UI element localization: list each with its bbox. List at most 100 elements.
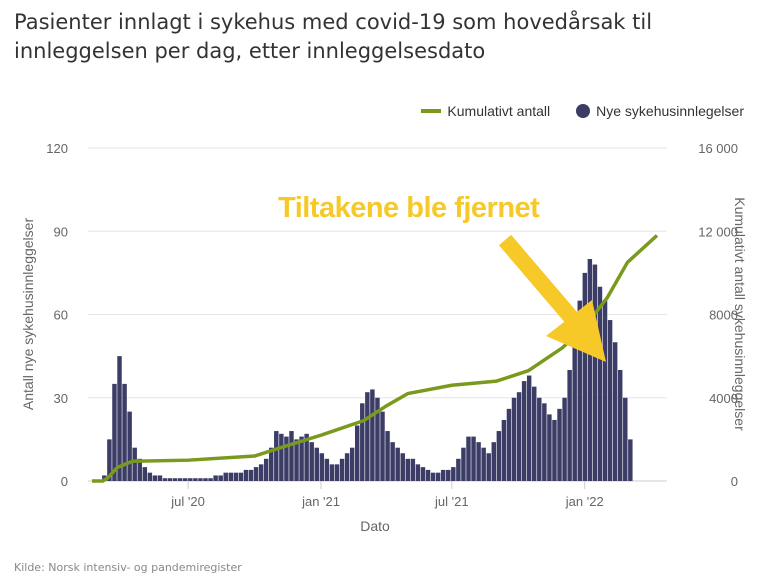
- bar: [451, 467, 456, 481]
- x-tick-label: jan '21: [301, 494, 340, 509]
- bar: [521, 381, 527, 481]
- legend-label: Kumulativt antall: [447, 103, 551, 119]
- annotation: Tiltakene ble fjernet: [278, 192, 540, 224]
- bar: [471, 436, 476, 481]
- bar: [274, 431, 279, 481]
- x-tick-label: jul '20: [170, 494, 205, 509]
- bar: [491, 442, 497, 481]
- annotation-arrow-shaft: [498, 234, 582, 328]
- bar: [284, 436, 289, 481]
- bar: [582, 272, 588, 481]
- bar: [577, 300, 582, 481]
- y-tick-right: 4000: [709, 391, 738, 406]
- bar: [612, 342, 618, 481]
- bar: [501, 419, 507, 481]
- bar: [623, 397, 628, 481]
- bar: [587, 259, 593, 481]
- y-tick-left: 60: [54, 308, 68, 323]
- bar: [370, 389, 375, 481]
- bar: [253, 467, 259, 481]
- bar: [319, 453, 325, 481]
- bar: [132, 447, 137, 481]
- bar: [269, 447, 274, 481]
- bar: [279, 433, 284, 481]
- dot-swatch-icon: [576, 104, 591, 118]
- bar: [304, 433, 309, 481]
- x-axis-title: Dato: [360, 518, 390, 534]
- bar: [405, 458, 411, 481]
- bar: [349, 447, 355, 481]
- bar: [162, 478, 168, 481]
- bar: [617, 370, 623, 481]
- bar: [597, 286, 603, 481]
- bar: [112, 383, 117, 481]
- bar: [198, 478, 203, 481]
- bar: [572, 328, 577, 481]
- bar: [415, 464, 421, 481]
- bar: [380, 411, 385, 481]
- y-tick-left: 0: [61, 474, 68, 489]
- x-tick-label: jul '21: [434, 494, 469, 509]
- bar: [339, 458, 345, 481]
- legend-item-new[interactable]: Nye sykehusinnlegelser: [576, 103, 744, 119]
- bar: [152, 475, 158, 481]
- x-tick-label: jan '22: [565, 494, 604, 509]
- annotation-arrow-head-icon: [546, 300, 606, 362]
- bar: [420, 467, 426, 481]
- bar: [375, 397, 380, 481]
- bar: [289, 431, 294, 481]
- bar: [425, 469, 431, 481]
- bar: [395, 447, 400, 481]
- bar: [203, 478, 208, 481]
- bar: [243, 469, 249, 481]
- y-tick-left: 90: [54, 224, 68, 239]
- bar: [526, 375, 532, 481]
- bar: [496, 431, 502, 481]
- bar: [107, 439, 112, 481]
- bar: [567, 370, 572, 481]
- bar: [430, 472, 436, 481]
- bar: [481, 447, 486, 481]
- bar: [188, 478, 193, 481]
- bar: [324, 458, 330, 481]
- bar: [208, 478, 213, 481]
- bar: [532, 386, 537, 481]
- bar: [193, 478, 198, 481]
- bar: [228, 472, 234, 481]
- line-swatch-icon: [421, 109, 442, 113]
- y-tick-left: 30: [54, 391, 68, 406]
- bar: [592, 264, 598, 481]
- bar: [294, 439, 299, 481]
- bar: [466, 436, 471, 481]
- bar: [183, 478, 188, 481]
- bar: [177, 478, 183, 481]
- bar: [299, 436, 304, 481]
- y-axis-title-right: Kumulativt antall sykehusinnleggelser: [732, 197, 748, 431]
- bar: [435, 472, 441, 481]
- bar: [516, 392, 522, 481]
- bar: [360, 403, 365, 481]
- bar: [440, 469, 446, 481]
- bar: [385, 431, 390, 481]
- legend-label: Nye sykehusinnlegelser: [596, 103, 744, 119]
- bar: [365, 392, 370, 481]
- bar: [117, 356, 122, 481]
- y-tick-right: 0: [731, 474, 738, 489]
- bar: [344, 453, 350, 481]
- y-tick-right: 8000: [709, 308, 738, 323]
- y-tick-left: 120: [46, 141, 68, 156]
- legend: Kumulativt antall Nye sykehusinnlegelser: [421, 103, 744, 119]
- bar: [122, 383, 127, 481]
- bar: [233, 472, 239, 481]
- bar: [213, 475, 218, 481]
- bar: [537, 397, 542, 481]
- bar: [142, 467, 148, 481]
- bar: [329, 464, 335, 481]
- bar: [223, 472, 228, 481]
- bar: [314, 447, 319, 481]
- bar: [410, 458, 416, 481]
- legend-item-cumulative[interactable]: Kumulativt antall: [421, 103, 550, 119]
- bar: [258, 464, 264, 481]
- bar: [263, 458, 269, 481]
- bar: [354, 425, 360, 481]
